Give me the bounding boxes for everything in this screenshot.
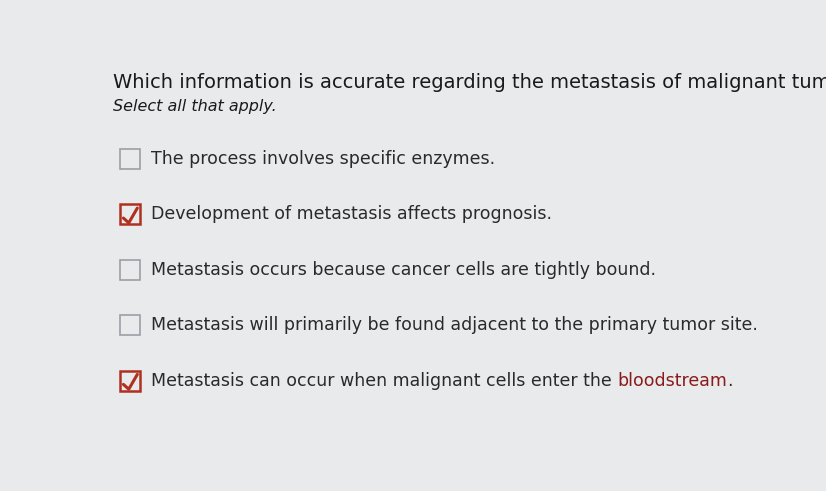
Text: .: . <box>728 372 733 390</box>
Text: Development of metastasis affects prognosis.: Development of metastasis affects progno… <box>151 205 553 223</box>
Text: Select all that apply.: Select all that apply. <box>112 99 277 114</box>
FancyBboxPatch shape <box>121 371 140 391</box>
Text: bloodstream: bloodstream <box>618 372 728 390</box>
Text: Metastasis will primarily be found adjacent to the primary tumor site.: Metastasis will primarily be found adjac… <box>151 316 758 334</box>
FancyBboxPatch shape <box>121 149 140 169</box>
FancyBboxPatch shape <box>121 204 140 224</box>
Text: The process involves specific enzymes.: The process involves specific enzymes. <box>151 150 496 168</box>
Text: Which information is accurate regarding the metastasis of malignant tumor cells?: Which information is accurate regarding … <box>112 73 826 92</box>
FancyBboxPatch shape <box>121 260 140 280</box>
Text: Metastasis can occur when malignant cells enter the: Metastasis can occur when malignant cell… <box>151 372 618 390</box>
Text: Metastasis occurs because cancer cells are tightly bound.: Metastasis occurs because cancer cells a… <box>151 261 657 279</box>
FancyBboxPatch shape <box>121 315 140 335</box>
